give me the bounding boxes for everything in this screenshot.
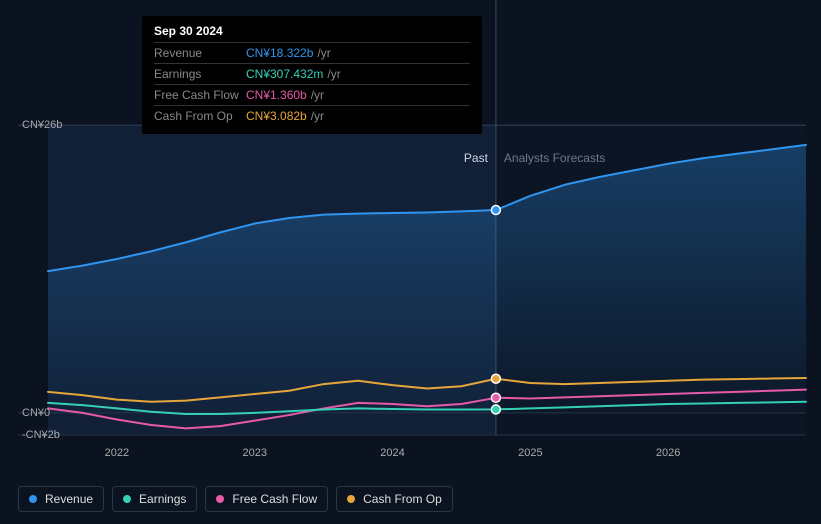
legend-item-revenue[interactable]: Revenue — [18, 486, 104, 512]
x-axis-label: 2024 — [380, 447, 404, 459]
legend-item-label: Free Cash Flow — [232, 492, 317, 506]
tooltip-row: EarningsCN¥307.432m/yr — [154, 63, 470, 84]
legend-item-label: Revenue — [45, 492, 93, 506]
section-label-past: Past — [464, 151, 488, 165]
tooltip-row-label: Cash From Op — [154, 109, 246, 123]
tooltip-row: RevenueCN¥18.322b/yr — [154, 42, 470, 63]
legend-dot-icon — [123, 495, 131, 503]
section-label-forecast: Analysts Forecasts — [504, 151, 605, 165]
chart-svg — [18, 125, 808, 465]
tooltip-row-suffix: /yr — [311, 88, 324, 102]
tooltip-row-label: Free Cash Flow — [154, 88, 246, 102]
legend-item-label: Earnings — [139, 492, 186, 506]
legend-dot-icon — [347, 495, 355, 503]
legend-item-fcf[interactable]: Free Cash Flow — [205, 486, 328, 512]
tooltip-row-value: CN¥3.082b — [246, 109, 307, 123]
tooltip-row: Free Cash FlowCN¥1.360b/yr — [154, 84, 470, 105]
x-axis-label: 2023 — [242, 447, 266, 459]
tooltip-row-suffix: /yr — [317, 46, 330, 60]
legend-dot-icon — [29, 495, 37, 503]
chart-tooltip: Sep 30 2024 RevenueCN¥18.322b/yrEarnings… — [142, 16, 482, 134]
tooltip-row-label: Earnings — [154, 67, 246, 81]
tooltip-row-value: CN¥307.432m — [246, 67, 323, 81]
legend-item-cashop[interactable]: Cash From Op — [336, 486, 453, 512]
legend-item-earnings[interactable]: Earnings — [112, 486, 197, 512]
chart-legend: Revenue Earnings Free Cash Flow Cash From O… — [18, 486, 453, 512]
legend-dot-icon — [216, 495, 224, 503]
x-axis-label: 2022 — [105, 447, 129, 459]
legend-item-label: Cash From Op — [363, 492, 442, 506]
x-axis-label: 2026 — [656, 447, 680, 459]
tooltip-row-suffix: /yr — [327, 67, 340, 81]
tooltip-date: Sep 30 2024 — [154, 24, 470, 42]
tooltip-row: Cash From OpCN¥3.082b/yr — [154, 105, 470, 126]
tooltip-row-value: CN¥1.360b — [246, 88, 307, 102]
earnings-revenue-chart[interactable]: CN¥26bCN¥0-CN¥2b 20222023202420252026 Pa… — [18, 125, 808, 485]
tooltip-row-label: Revenue — [154, 46, 246, 60]
tooltip-row-value: CN¥18.322b — [246, 46, 313, 60]
x-axis-label: 2025 — [518, 447, 542, 459]
tooltip-row-suffix: /yr — [311, 109, 324, 123]
